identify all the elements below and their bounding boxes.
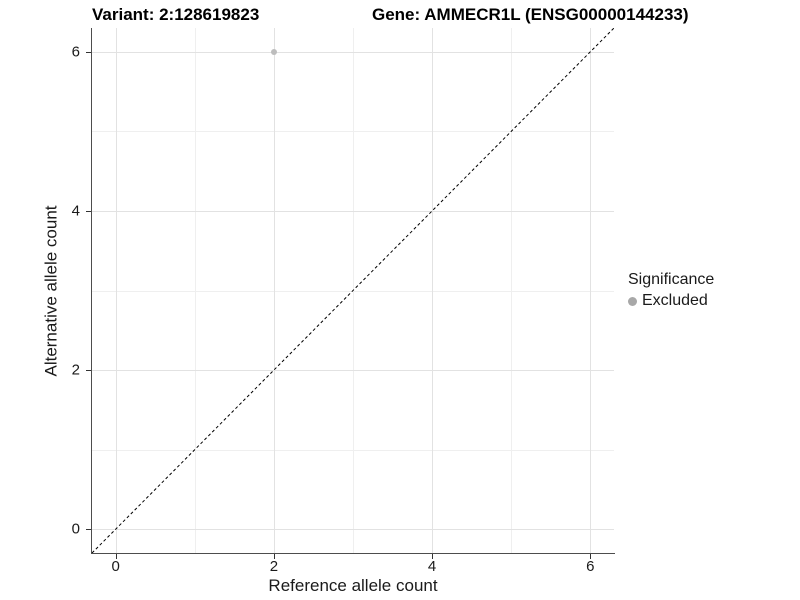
gene-title: Gene: AMMECR1L (ENSG00000144233)	[372, 5, 689, 24]
x-major-gridline	[590, 28, 592, 553]
y-major-gridline	[92, 51, 614, 53]
y-tick-mark	[86, 210, 91, 212]
x-major-gridline	[432, 28, 434, 553]
plot-panel	[92, 28, 614, 553]
y-tick-label: 4	[71, 202, 80, 220]
y-tick-mark	[86, 529, 91, 531]
y-tick-mark	[86, 51, 91, 53]
legend-item-excluded: Excluded	[628, 292, 714, 310]
legend-item-label: Excluded	[642, 292, 708, 309]
x-tick-label: 0	[111, 558, 120, 575]
x-tick-mark	[115, 554, 117, 559]
y-tick-label: 6	[71, 43, 80, 61]
y-tick-label: 0	[71, 520, 80, 538]
y-major-gridline	[92, 529, 614, 531]
x-tick-mark	[590, 554, 592, 559]
x-tick-mark	[432, 554, 434, 559]
x-axis-line	[91, 553, 615, 554]
y-major-gridline	[92, 210, 614, 212]
y-axis-title-box: Alternative allele count	[40, 28, 64, 553]
y-major-gridline	[92, 370, 614, 372]
legend: Significance Excluded	[628, 271, 714, 310]
y-tick-mark	[86, 370, 91, 372]
x-tick-label: 4	[427, 558, 437, 575]
x-axis-title: Reference allele count	[268, 576, 438, 595]
x-major-gridline	[115, 28, 117, 553]
x-tick-mark	[273, 554, 275, 559]
legend-key-dot-icon	[628, 296, 637, 306]
x-tick-label: 2	[269, 558, 279, 575]
y-axis-title: Alternative allele count	[42, 204, 62, 377]
x-tick-label: 6	[586, 558, 595, 575]
identity-dashed-line	[92, 28, 614, 553]
variant-title: Variant: 2:128619823	[92, 5, 260, 24]
y-minor-gridline	[92, 131, 614, 133]
y-minor-gridline	[92, 449, 614, 451]
y-axis-line	[91, 28, 92, 554]
data-point	[270, 48, 277, 55]
x-major-gridline	[273, 28, 275, 553]
legend-title: Significance	[628, 271, 715, 288]
y-tick-label: 2	[71, 361, 80, 379]
